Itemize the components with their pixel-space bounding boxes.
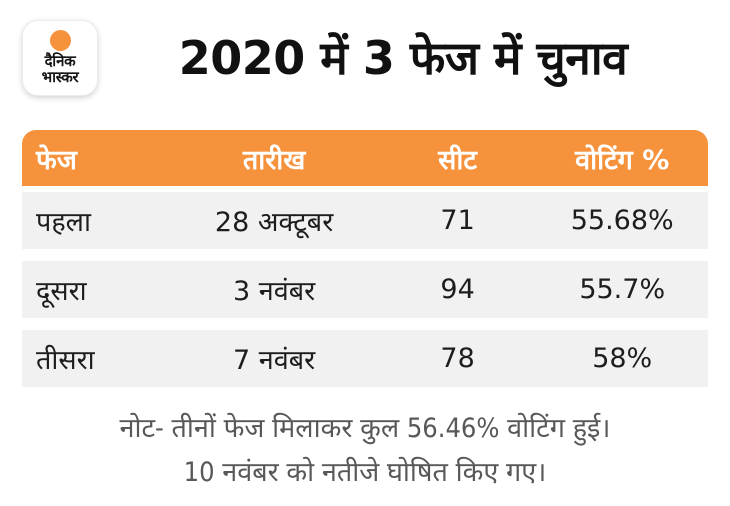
- table-row: पहला 28 अक्टूबर 71 55.68%: [22, 192, 708, 249]
- cell-voting-percent: 55.7%: [579, 274, 666, 305]
- table-row: तीसरा 7 नवंबर 78 58%: [22, 330, 708, 387]
- logo-sun-icon: [49, 30, 71, 52]
- column-header-date: तारीख: [242, 144, 306, 176]
- logo-text-line1: दैनिक: [44, 52, 76, 71]
- cell-seats: 94: [440, 274, 475, 305]
- election-phases-table: फेज तारीख सीट वोटिंग % पहला 28 अक्टूबर 7…: [22, 130, 708, 387]
- cell-phase: दूसरा: [36, 276, 87, 307]
- table-header-row: फेज तारीख सीट वोटिंग %: [22, 130, 708, 186]
- cell-seats: 71: [440, 205, 475, 236]
- footnote-line2: 10 नवंबर को नतीजे घोषित किए गए।: [183, 457, 547, 488]
- column-header-voting-percent: वोटिंग %: [575, 144, 670, 176]
- cell-date: 7 नवंबर: [232, 345, 316, 376]
- table-row: दूसरा 3 नवंबर 94 55.7%: [22, 261, 708, 318]
- cell-date: 28 अक्टूबर: [214, 207, 334, 238]
- footnote: नोट- तीनों फेज मिलाकर कुल 56.46% वोटिंग …: [0, 407, 730, 495]
- page-title: 2020 में 3 फेज में चुनाव: [178, 30, 628, 85]
- top-bar: दैनिक भास्कर 2020 में 3 फेज में चुनाव: [0, 0, 730, 96]
- logo-text-line2: भास्कर: [41, 68, 79, 86]
- cell-phase: पहला: [36, 207, 91, 238]
- column-header-phase: फेज: [36, 144, 77, 176]
- cell-phase: तीसरा: [36, 345, 95, 376]
- column-header-seats: सीट: [438, 144, 478, 176]
- cell-voting-percent: 55.68%: [570, 205, 674, 236]
- cell-voting-percent: 58%: [592, 343, 653, 374]
- footnote-line1: नोट- तीनों फेज मिलाकर कुल 56.46% वोटिंग …: [119, 413, 611, 444]
- dainik-bhaskar-logo: दैनिक भास्कर: [22, 20, 98, 96]
- cell-seats: 78: [440, 343, 475, 374]
- table-body: पहला 28 अक्टूबर 71 55.68% दूसरा 3 नवंबर …: [22, 192, 708, 387]
- cell-date: 3 नवंबर: [232, 276, 316, 307]
